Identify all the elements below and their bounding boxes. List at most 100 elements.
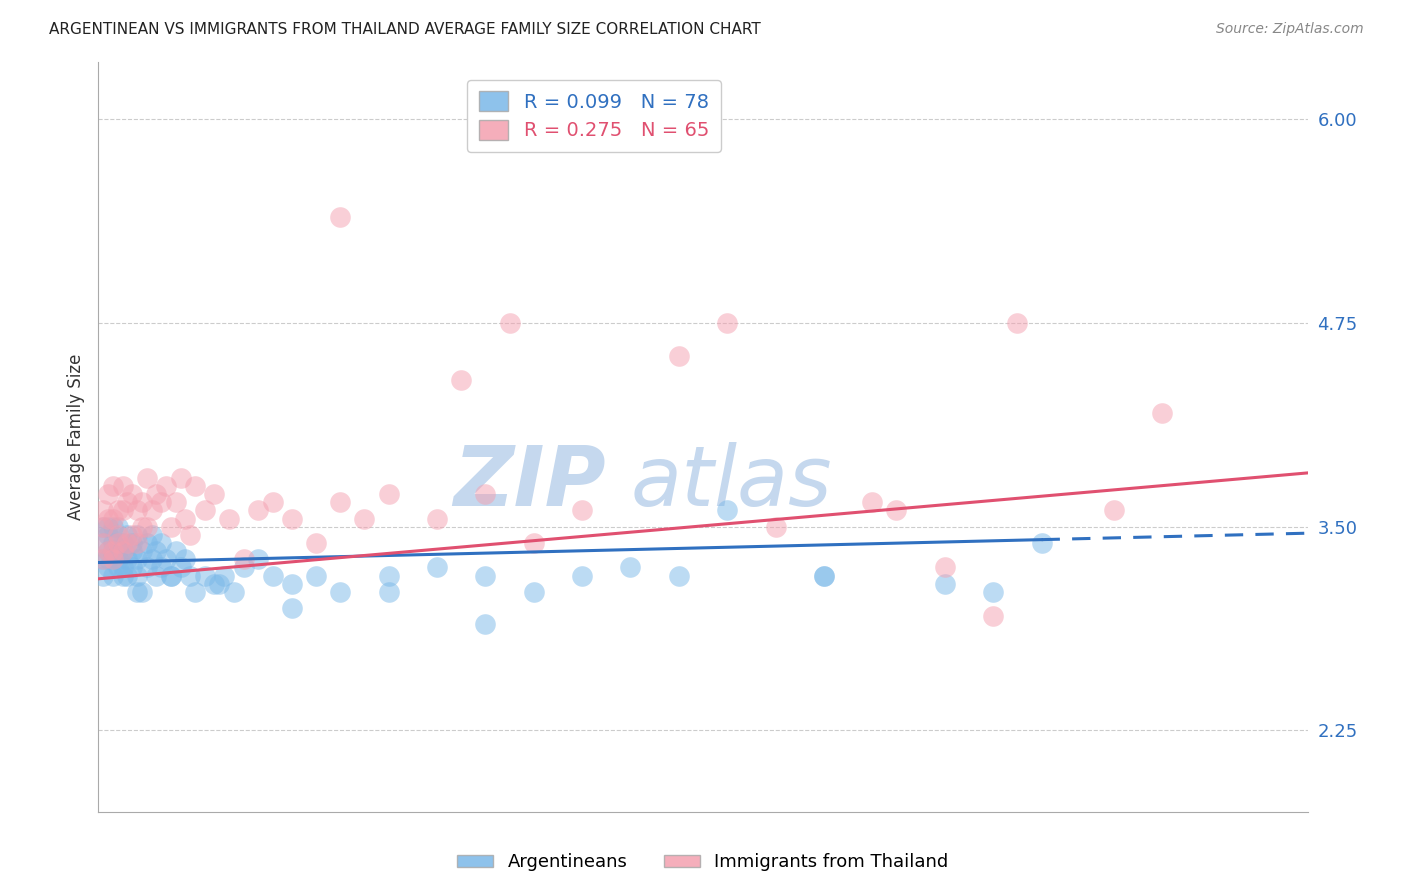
Point <box>91 568 114 582</box>
Point <box>117 495 139 509</box>
Point <box>101 552 124 566</box>
Point <box>97 544 120 558</box>
Point <box>97 528 120 542</box>
Point <box>1031 536 1053 550</box>
Point <box>184 479 207 493</box>
Point <box>127 503 149 517</box>
Point <box>353 511 375 525</box>
Point <box>97 544 120 558</box>
Point <box>765 519 787 533</box>
Point <box>135 560 157 574</box>
Point <box>141 503 163 517</box>
Point <box>111 544 134 558</box>
Point <box>150 560 173 574</box>
Point <box>716 503 738 517</box>
Point <box>101 552 124 566</box>
Point <box>329 584 352 599</box>
Point <box>934 576 956 591</box>
Point <box>160 568 183 582</box>
Point <box>145 568 167 582</box>
Point <box>117 536 139 550</box>
Point <box>262 495 284 509</box>
Point <box>262 568 284 582</box>
Point <box>127 568 149 582</box>
Point <box>145 544 167 558</box>
Point <box>121 487 143 501</box>
Point <box>668 568 690 582</box>
Point <box>121 536 143 550</box>
Point <box>571 568 593 582</box>
Point <box>222 584 245 599</box>
Point <box>174 552 197 566</box>
Point <box>97 511 120 525</box>
Point <box>247 503 270 517</box>
Point <box>97 552 120 566</box>
Point <box>97 560 120 574</box>
Point <box>498 316 520 330</box>
Point <box>204 487 226 501</box>
Text: ZIP: ZIP <box>454 442 606 523</box>
Point <box>813 568 835 582</box>
Point <box>107 552 129 566</box>
Point <box>101 519 124 533</box>
Point <box>101 568 124 582</box>
Point <box>127 584 149 599</box>
Point <box>474 487 496 501</box>
Point <box>91 519 114 533</box>
Point <box>218 511 240 525</box>
Point <box>619 560 641 574</box>
Point <box>101 479 124 493</box>
Point <box>184 584 207 599</box>
Point <box>281 511 304 525</box>
Point <box>107 560 129 574</box>
Point <box>523 536 546 550</box>
Point <box>117 552 139 566</box>
Point <box>377 487 399 501</box>
Text: atlas: atlas <box>630 442 832 523</box>
Point <box>281 576 304 591</box>
Text: ARGENTINEAN VS IMMIGRANTS FROM THAILAND AVERAGE FAMILY SIZE CORRELATION CHART: ARGENTINEAN VS IMMIGRANTS FROM THAILAND … <box>49 22 761 37</box>
Point <box>934 560 956 574</box>
Point <box>668 349 690 363</box>
Point <box>716 316 738 330</box>
Point <box>131 519 153 533</box>
Point <box>155 552 177 566</box>
Point <box>426 560 449 574</box>
Point <box>111 560 134 574</box>
Point <box>107 536 129 550</box>
Point <box>329 210 352 224</box>
Point <box>194 568 217 582</box>
Point <box>194 503 217 517</box>
Text: Source: ZipAtlas.com: Source: ZipAtlas.com <box>1216 22 1364 37</box>
Point <box>813 568 835 582</box>
Point <box>145 487 167 501</box>
Point <box>107 536 129 550</box>
Point <box>232 552 254 566</box>
Point <box>886 503 908 517</box>
Point <box>127 552 149 566</box>
Point <box>165 495 187 509</box>
Point <box>305 568 328 582</box>
Point <box>329 495 352 509</box>
Point <box>91 552 114 566</box>
Point <box>91 552 114 566</box>
Point <box>204 576 226 591</box>
Point <box>169 560 191 574</box>
Point <box>174 511 197 525</box>
Point <box>107 519 129 533</box>
Point <box>141 552 163 566</box>
Point <box>111 503 134 517</box>
Point <box>305 536 328 550</box>
Point <box>135 471 157 485</box>
Point <box>474 617 496 632</box>
Point <box>165 544 187 558</box>
Point <box>121 544 143 558</box>
Point <box>111 544 134 558</box>
Point <box>474 568 496 582</box>
Point <box>91 536 114 550</box>
Point <box>111 536 134 550</box>
Point <box>121 560 143 574</box>
Point <box>111 568 134 582</box>
Point <box>1007 316 1029 330</box>
Point <box>111 479 134 493</box>
